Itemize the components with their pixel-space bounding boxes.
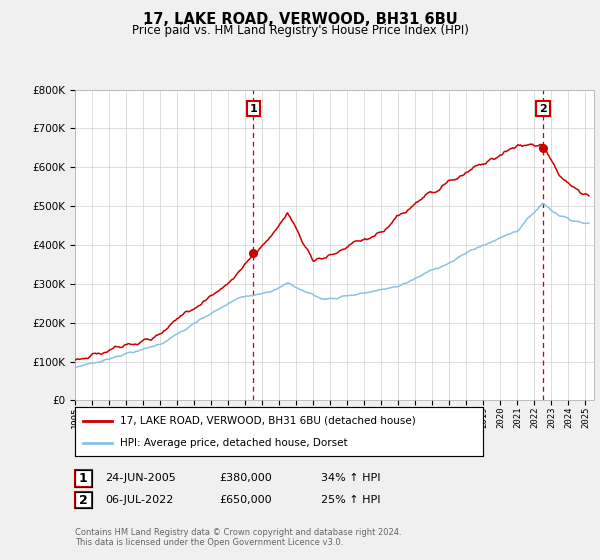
Text: Contains HM Land Registry data © Crown copyright and database right 2024.
This d: Contains HM Land Registry data © Crown c… [75, 528, 401, 547]
Text: 17, LAKE ROAD, VERWOOD, BH31 6BU: 17, LAKE ROAD, VERWOOD, BH31 6BU [143, 12, 457, 27]
Text: 06-JUL-2022: 06-JUL-2022 [105, 494, 173, 505]
Text: 25% ↑ HPI: 25% ↑ HPI [321, 494, 380, 505]
Text: 17, LAKE ROAD, VERWOOD, BH31 6BU (detached house): 17, LAKE ROAD, VERWOOD, BH31 6BU (detach… [120, 416, 416, 426]
Text: 34% ↑ HPI: 34% ↑ HPI [321, 473, 380, 483]
Text: 1: 1 [250, 104, 257, 114]
Text: HPI: Average price, detached house, Dorset: HPI: Average price, detached house, Dors… [120, 437, 347, 447]
Text: 24-JUN-2005: 24-JUN-2005 [105, 473, 176, 483]
Text: £380,000: £380,000 [219, 473, 272, 483]
Text: 2: 2 [539, 104, 547, 114]
Text: Price paid vs. HM Land Registry's House Price Index (HPI): Price paid vs. HM Land Registry's House … [131, 24, 469, 37]
Text: 2: 2 [79, 493, 88, 507]
Text: 1: 1 [79, 472, 88, 485]
Text: £650,000: £650,000 [219, 494, 272, 505]
